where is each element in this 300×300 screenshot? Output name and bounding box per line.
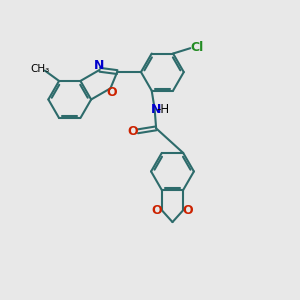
Text: N: N bbox=[151, 103, 161, 116]
Text: Cl: Cl bbox=[190, 41, 203, 54]
Text: -H: -H bbox=[156, 103, 170, 116]
Text: N: N bbox=[94, 59, 104, 72]
Text: O: O bbox=[127, 125, 138, 138]
Text: O: O bbox=[183, 204, 193, 217]
Text: O: O bbox=[152, 204, 162, 217]
Text: CH₃: CH₃ bbox=[31, 64, 50, 74]
Text: O: O bbox=[106, 86, 117, 99]
